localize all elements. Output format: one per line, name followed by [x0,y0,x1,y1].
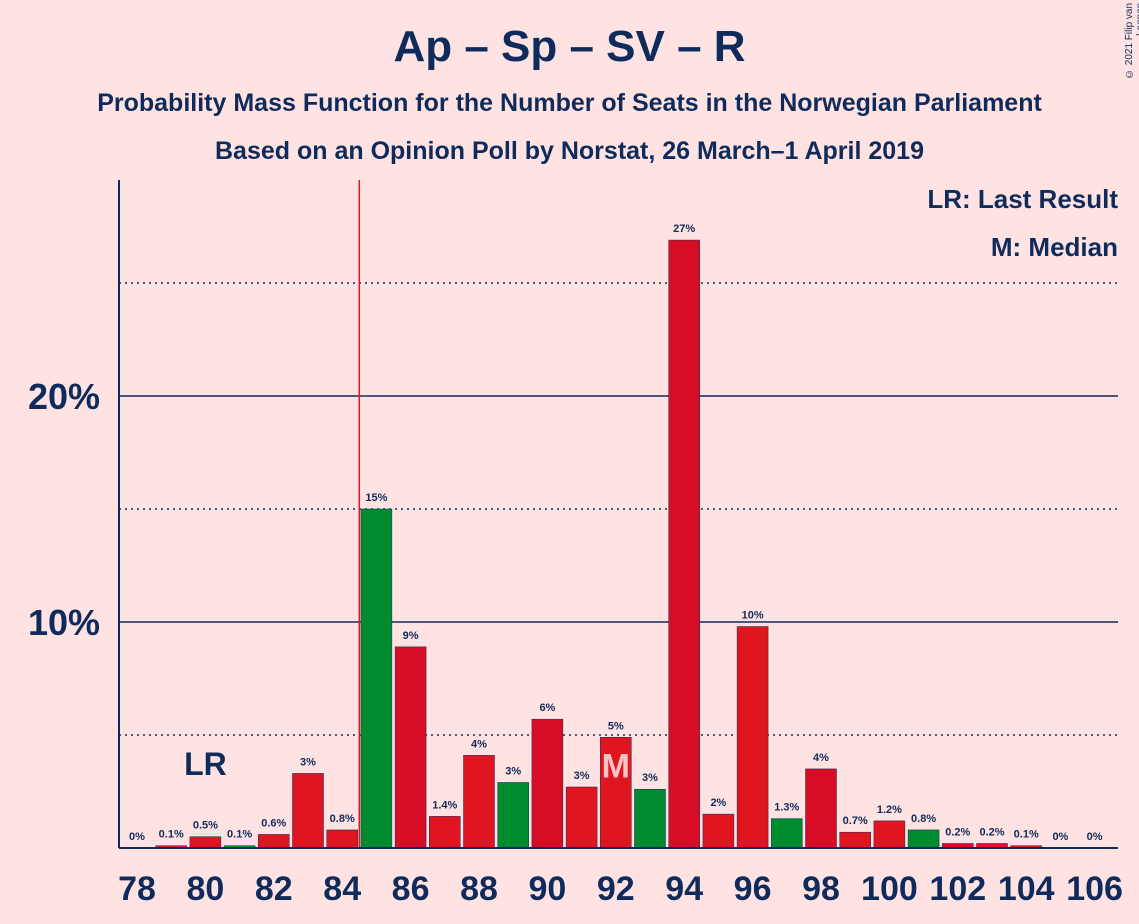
x-tick-label: 104 [998,870,1055,908]
bar-value-label: 0.2% [945,826,970,838]
bar-seats-99 [839,831,871,849]
bar-value-label: 2% [710,797,726,809]
bar-seats-80 [189,836,222,849]
bar-value-label: 0.8% [330,813,355,825]
y-tick-label: 20% [28,376,100,417]
bar-value-label: 1.3% [774,802,799,814]
bar-seats-95 [702,813,735,849]
bar-seats-83 [292,773,324,849]
bar-value-label: 0.6% [261,817,286,829]
x-tick-label: 78 [118,870,156,908]
chart-title: Ap – Sp – SV – R [393,22,746,71]
bar-seats-98 [805,768,837,849]
bar-value-label: 3% [300,756,316,768]
bar-seats-90 [531,718,564,849]
bar-seats-93 [634,788,666,849]
legend-median: M: Median [990,232,1118,262]
legend-last-result: LR: Last Result [927,184,1118,214]
bar-value-label: 1.4% [432,799,457,811]
bar-seats-86 [394,646,427,849]
bar-seats-97 [771,818,803,849]
bar-seats-87 [429,816,461,849]
bar-value-label: 1.2% [877,804,902,816]
bar-seats-88 [463,755,495,849]
chart-subtitle: Probability Mass Function for the Number… [97,89,1042,117]
bar-seats-100 [873,820,906,849]
bar-value-label: 4% [813,752,829,764]
x-tick-label: 100 [861,870,918,908]
bar-value-label: 3% [642,772,658,784]
bar-value-label: 3% [574,770,590,782]
last-result-marker: LR [184,746,227,782]
x-tick-label: 102 [929,870,986,908]
bar-seats-92 [600,737,632,849]
bar-seats-94 [668,239,700,849]
bar-value-label: 0.2% [979,826,1004,838]
bar-value-label: 15% [365,492,387,504]
bar-value-label: 6% [539,702,555,714]
y-tick-label: 10% [28,602,100,643]
chart-source-line: Based on an Opinion Poll by Norstat, 26 … [215,137,924,165]
bar-value-label: 27% [673,223,695,235]
bar-value-label: 0.1% [1014,829,1039,841]
x-tick-label: 92 [597,870,635,908]
bar-value-label: 0% [1052,831,1068,843]
bar-value-label: 0.5% [193,820,218,832]
bar-value-label: 3% [505,765,521,777]
bar-value-label: 0.1% [227,829,252,841]
bar-seats-89 [497,782,529,849]
bar-seats-82 [258,834,290,849]
bar-seats-101 [907,829,940,849]
x-tick-label: 84 [323,870,361,908]
x-tick-label: 82 [255,870,293,908]
bar-value-label: 0.1% [159,829,184,841]
bar-value-label: 0% [1087,831,1103,843]
bar-seats-91 [565,786,598,849]
x-tick-label: 98 [802,870,840,908]
bar-value-label: 5% [608,720,624,732]
bar-value-label: 10% [742,610,764,622]
bar-value-label: 0% [129,831,145,843]
x-tick-label: 80 [186,870,224,908]
bar-value-label: 0.8% [911,813,936,825]
x-tick-label: 90 [528,870,566,908]
x-tick-label: 96 [734,870,772,908]
x-tick-label: 106 [1066,870,1123,908]
bar-value-label: 9% [403,630,419,642]
bar-seats-96 [736,626,769,849]
x-tick-label: 86 [392,870,430,908]
median-marker: M [602,747,630,785]
x-tick-label: 94 [665,870,703,908]
x-tick-label: 88 [460,870,498,908]
bar-seats-84 [326,829,358,849]
bar-value-label: 0.7% [843,815,868,827]
bar-seats-85 [360,508,393,849]
bar-value-label: 4% [471,738,487,750]
